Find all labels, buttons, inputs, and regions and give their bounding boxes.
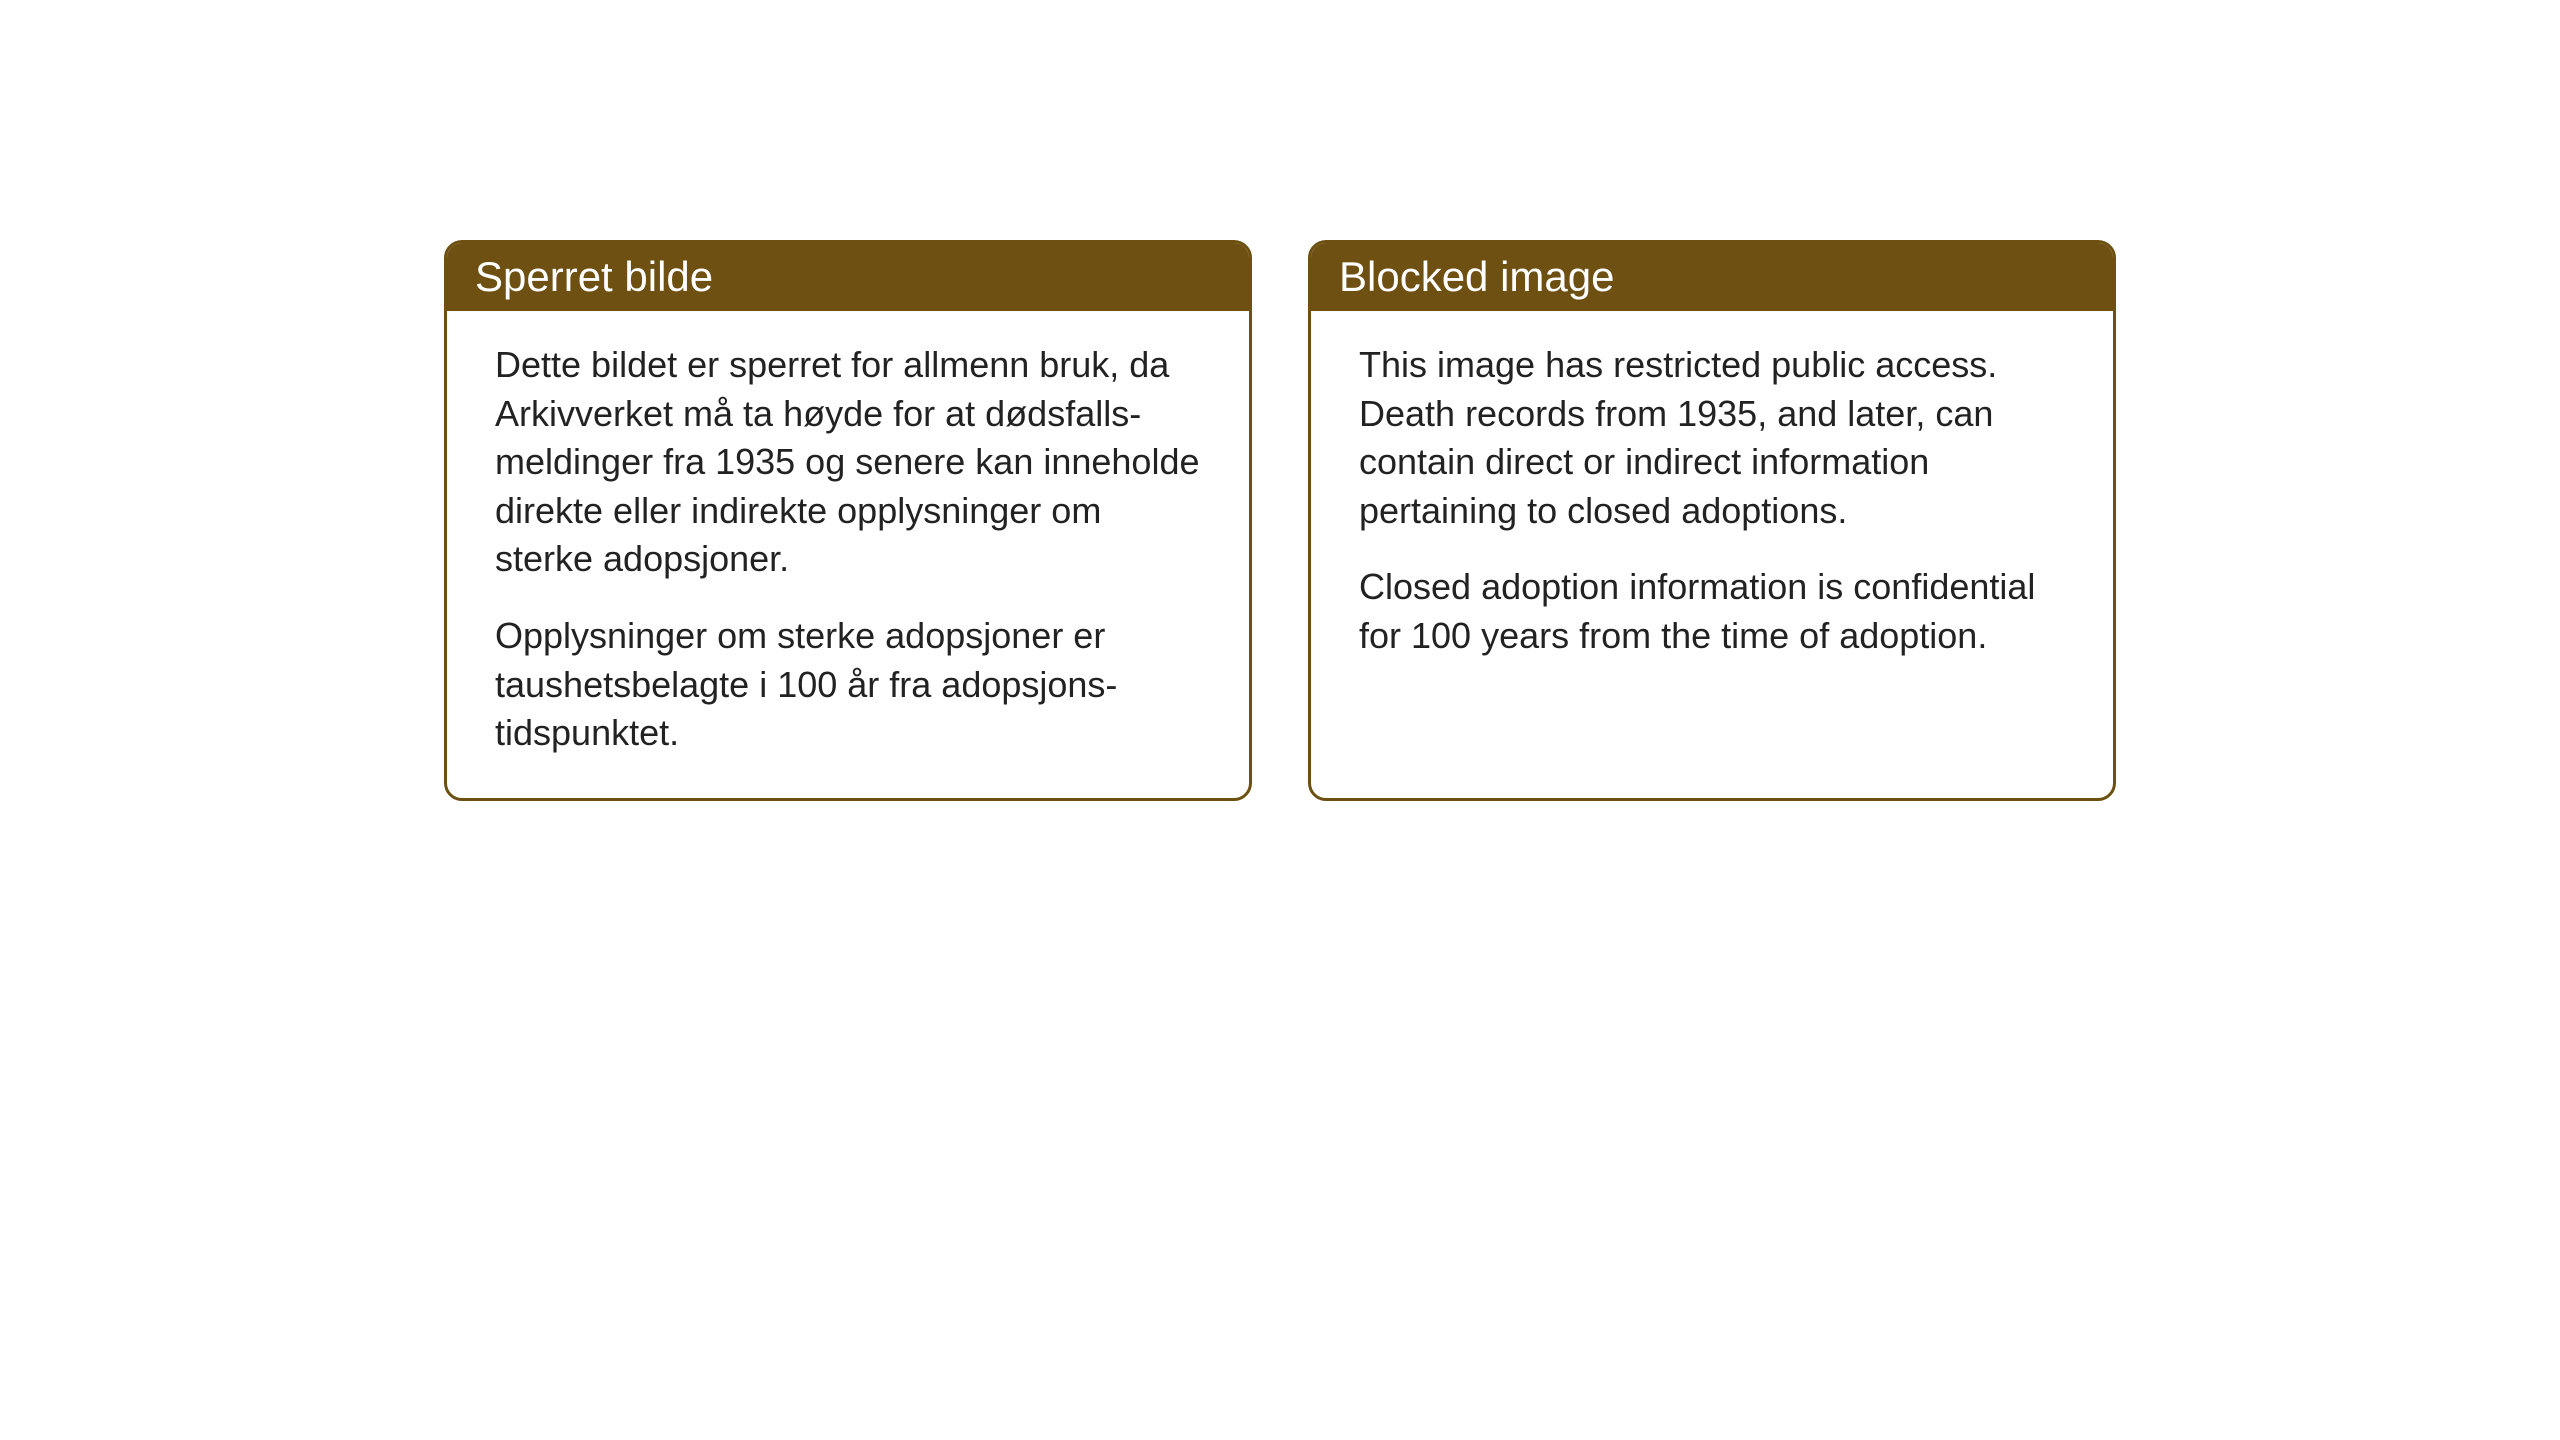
card-english-paragraph-2: Closed adoption information is confident…	[1359, 563, 2065, 660]
card-english-title: Blocked image	[1339, 253, 1614, 300]
card-english-header: Blocked image	[1311, 243, 2113, 311]
cards-container: Sperret bilde Dette bildet er sperret fo…	[444, 240, 2116, 801]
card-norwegian-paragraph-1: Dette bildet er sperret for allmenn bruk…	[495, 341, 1201, 584]
card-english-body: This image has restricted public access.…	[1311, 311, 2113, 701]
card-norwegian: Sperret bilde Dette bildet er sperret fo…	[444, 240, 1252, 801]
card-norwegian-body: Dette bildet er sperret for allmenn bruk…	[447, 311, 1249, 798]
card-norwegian-paragraph-2: Opplysninger om sterke adopsjoner er tau…	[495, 612, 1201, 758]
card-english: Blocked image This image has restricted …	[1308, 240, 2116, 801]
card-norwegian-title: Sperret bilde	[475, 253, 713, 300]
card-english-paragraph-1: This image has restricted public access.…	[1359, 341, 2065, 535]
card-norwegian-header: Sperret bilde	[447, 243, 1249, 311]
